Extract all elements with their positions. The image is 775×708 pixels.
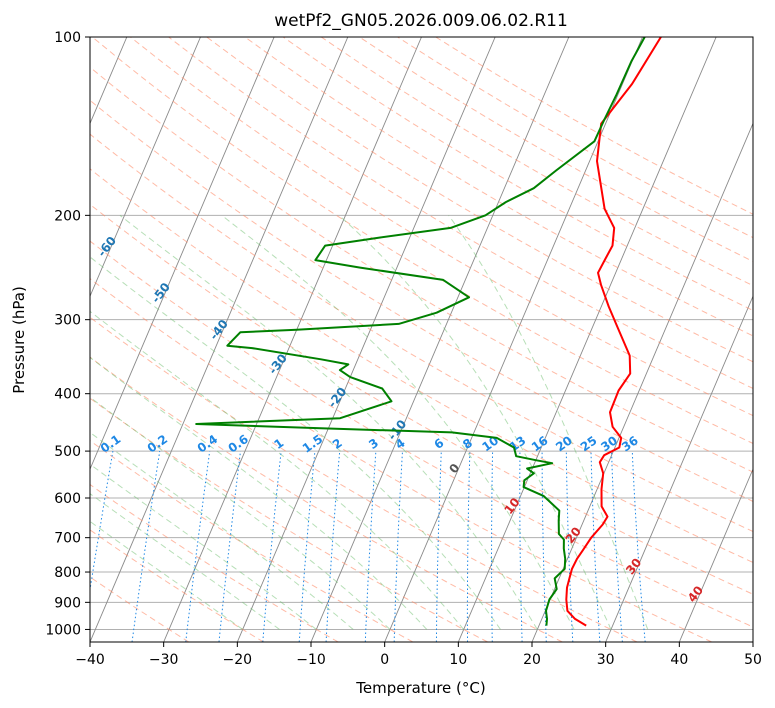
mixing-ratio-label: 0.6 <box>226 432 251 456</box>
y-tick-label: 900 <box>54 595 81 611</box>
moist-adiabat-line <box>90 463 317 630</box>
isotherm-line <box>90 37 349 642</box>
y-tick-label: 500 <box>54 444 81 460</box>
x-tick-label: 10 <box>449 652 467 668</box>
isotherm-line <box>90 37 275 471</box>
dry-adiabat-line <box>90 203 753 595</box>
y-tick-label: 1000 <box>45 622 81 638</box>
dry-adiabat-line <box>90 133 753 533</box>
mixing-ratio-label: 2 <box>330 436 345 452</box>
isotherm-label: -80 <box>0 129 16 155</box>
mixing-ratio-line <box>90 451 114 593</box>
mixing-ratio-line <box>519 451 523 642</box>
x-tick-label: −30 <box>149 652 179 668</box>
moist-adiabat-line <box>90 431 354 630</box>
mixing-ratio-line <box>435 451 442 642</box>
y-axis-label: Pressure (hPa) <box>10 286 28 394</box>
isotherm-line <box>605 295 753 642</box>
x-tick-label: 40 <box>670 652 688 668</box>
mixing-ratio-line <box>611 451 623 642</box>
moist-adiabat-line <box>90 256 501 630</box>
dry-adiabat-line <box>130 37 753 417</box>
isotherm-line <box>531 122 753 642</box>
y-tick-label: 800 <box>54 565 81 581</box>
isotherm-line <box>752 640 753 642</box>
chart-title: wetPf2_GN05.2026.009.06.02.R11 <box>274 11 568 31</box>
mixing-ratio-line <box>185 451 211 642</box>
mixing-ratio-label: 3 <box>366 436 381 452</box>
y-tick-label: 600 <box>54 491 81 507</box>
moist-adiabat-line <box>90 493 280 630</box>
x-tick-label: 30 <box>597 652 615 668</box>
x-tick-label: −40 <box>75 652 105 668</box>
mixing-ratio-label: 0.1 <box>98 432 123 456</box>
isotherm-label: 0 <box>446 461 462 476</box>
isotherm-line <box>678 467 753 642</box>
dry-adiabat-line <box>90 440 414 642</box>
isotherm-line <box>457 37 717 642</box>
mixing-ratio-label: 8 <box>460 436 475 452</box>
plot-frame <box>89 36 754 643</box>
dry-adiabat-line <box>282 37 753 312</box>
mixing-ratio-line <box>298 451 316 642</box>
mixing-ratio-label: 1.5 <box>300 432 325 456</box>
isotherm-line <box>90 37 201 298</box>
y-tick-label: 300 <box>54 313 81 329</box>
dewpoint-profile-line <box>195 37 646 626</box>
y-tick-label: 700 <box>54 531 81 547</box>
moist-adiabat-line <box>90 396 391 630</box>
x-tick-label: 20 <box>523 652 541 668</box>
moist-adiabat-line <box>448 215 649 630</box>
dry-adiabat-line <box>90 99 753 502</box>
dry-adiabat-line <box>168 37 753 389</box>
dry-adiabat-line <box>90 278 712 642</box>
mixing-ratio-line <box>131 451 161 642</box>
dry-adiabat-line <box>244 37 753 337</box>
isotherm-label: -70 <box>47 173 71 199</box>
mixing-ratio-line <box>631 451 646 642</box>
isotherm-label: -40 <box>207 317 231 343</box>
temperature-profile-line <box>565 37 662 627</box>
x-tick-label: 0 <box>380 652 389 668</box>
moist-adiabat-line <box>119 214 538 630</box>
dry-adiabat-line <box>90 529 264 642</box>
x-tick-label: −20 <box>223 652 253 668</box>
y-tick-label: 400 <box>54 387 81 403</box>
dry-adiabat-line <box>91 37 753 445</box>
moist-adiabat-line <box>90 310 465 630</box>
isotherm-line <box>384 37 643 642</box>
moist-adiabat-line <box>90 520 243 630</box>
x-axis: −40 −30 −20 −10 0 10 20 30 40 50 <box>75 642 762 668</box>
dry-adiabat-line <box>90 483 339 642</box>
x-axis-label: Temperature (°C) <box>355 679 485 697</box>
mixing-ratio-line <box>218 451 241 642</box>
y-tick-label: 200 <box>54 208 81 224</box>
moist-adiabat-line <box>90 356 428 630</box>
dry-adiabat-line <box>90 397 488 642</box>
x-tick-label: −10 <box>296 652 326 668</box>
mixing-ratio-label: 0.4 <box>195 432 220 456</box>
isotherm-line <box>163 37 422 642</box>
plot-area: 0.10.20.40.611.52346810131620253036-100-… <box>0 37 753 642</box>
moist-adiabat-line <box>338 214 612 630</box>
dry-adiabat-line <box>90 240 753 628</box>
mixing-ratio-line <box>466 451 471 642</box>
y-axis: 100 200 300 400 500 600 700 800 900 1000 <box>45 30 90 638</box>
isotherm-line <box>236 37 496 642</box>
dry-adiabat-line <box>90 316 638 642</box>
dry-adiabat-line <box>90 356 563 642</box>
dry-adiabat-line <box>90 168 753 563</box>
x-tick-label: 50 <box>744 652 762 668</box>
dry-adiabat-line <box>206 37 753 363</box>
mixing-ratio-line <box>491 451 494 642</box>
mixing-ratio-line <box>590 451 601 642</box>
dry-adiabat-line <box>90 576 190 642</box>
dry-adiabat-line <box>359 37 753 263</box>
mixing-ratio-line <box>364 451 377 642</box>
y-tick-label: 100 <box>54 30 81 46</box>
mixing-ratio-line <box>262 451 282 642</box>
